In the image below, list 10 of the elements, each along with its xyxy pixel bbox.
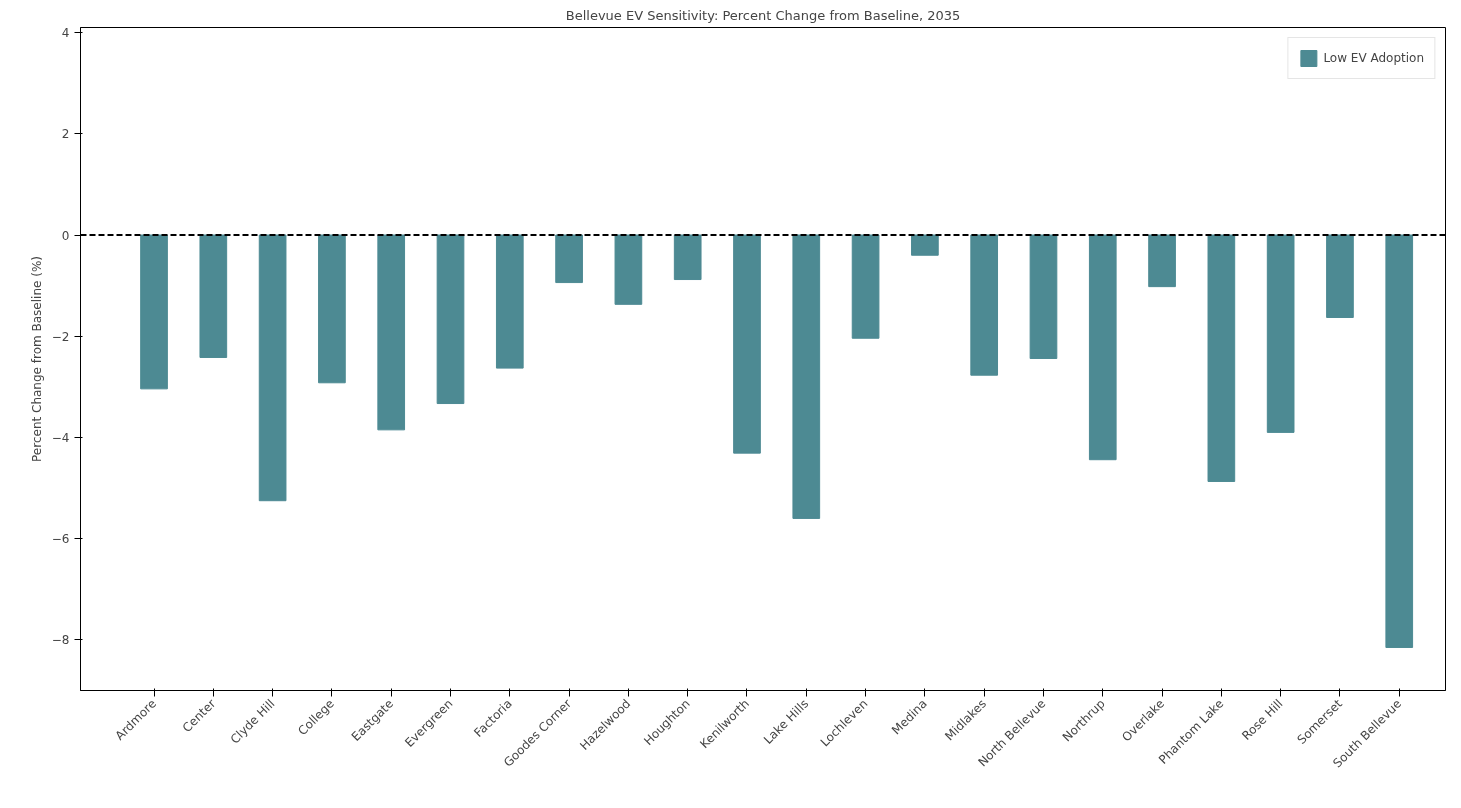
y-axis-title: Percent Change from Baseline (%) xyxy=(29,256,44,462)
y-tick-label: 2 xyxy=(61,127,70,142)
y-tick-label: −2 xyxy=(51,329,70,344)
y-tick-label: −4 xyxy=(51,430,70,445)
y-tick-label: 0 xyxy=(61,228,70,243)
chart-title: Bellevue EV Sensitivity: Percent Change from Baseline, 2035 xyxy=(565,7,961,23)
y-tick-label: 4 xyxy=(61,26,70,41)
y-tick-label: −6 xyxy=(51,532,70,547)
y-tick-label: −8 xyxy=(51,633,70,648)
legend-label: Low EV Adoption xyxy=(1323,51,1424,65)
